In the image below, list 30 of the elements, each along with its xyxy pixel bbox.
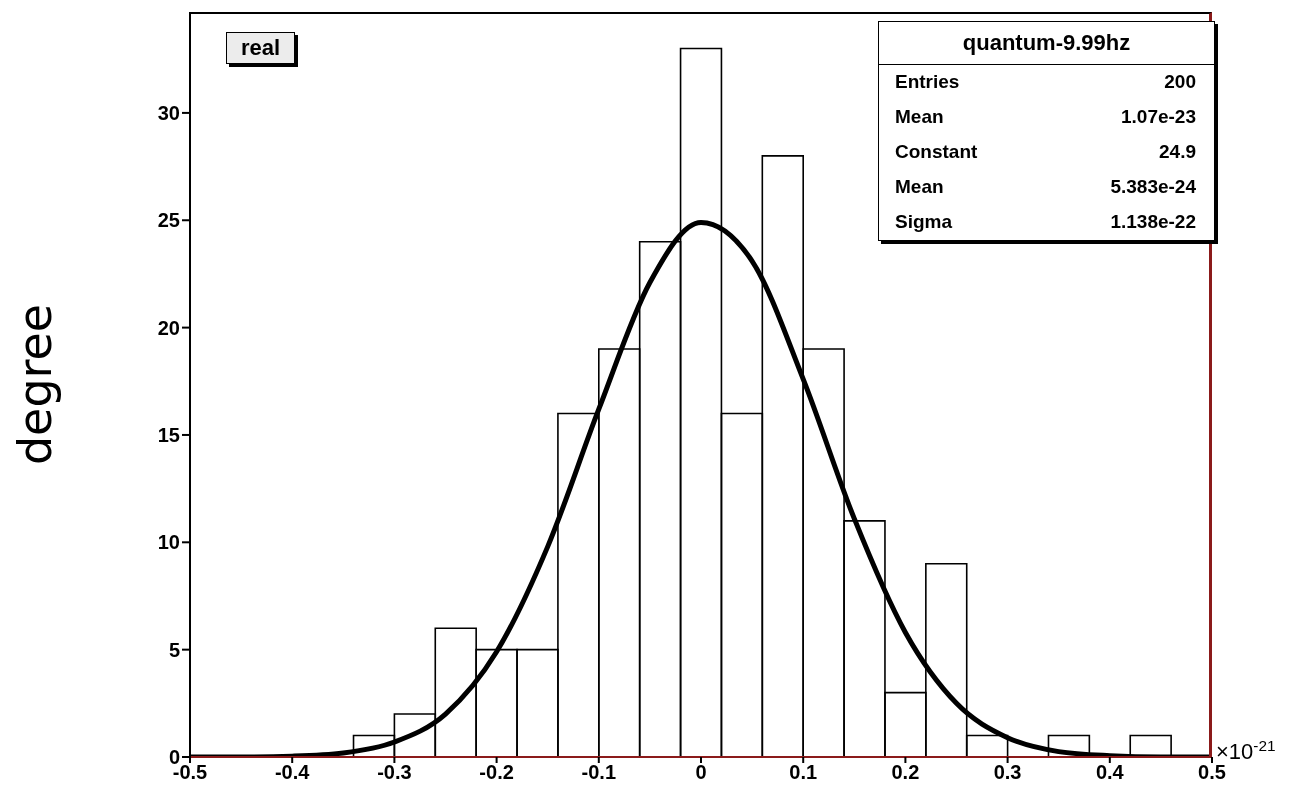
annotation: 1.138e-22 [1110, 211, 1196, 233]
x-tick-label: 0.4 [1095, 761, 1125, 784]
annotation: Entries [895, 71, 960, 93]
x-tick-label: 0.5 [1198, 761, 1226, 784]
annotation: Sigma [895, 211, 953, 233]
y-tick-label: 30 [157, 102, 180, 125]
annotation: 24.9 [1159, 141, 1196, 163]
x-tick-label: 0.2 [891, 761, 920, 784]
x-tick-label: -0.3 [377, 761, 412, 784]
x-tick-label: -0.1 [581, 761, 617, 784]
x-tick-label: 0.3 [993, 761, 1022, 784]
y-axis-title: degree [8, 303, 63, 466]
annotation: 200 [1164, 71, 1196, 93]
text: real [226, 32, 296, 64]
y-tick-label: 25 [157, 209, 180, 232]
y-tick-label: 15 [157, 424, 180, 447]
y-tick-label: 5 [168, 638, 180, 661]
y-tick-label: 10 [157, 531, 180, 554]
x-tick-label: -0.4 [274, 761, 311, 784]
x-tick-label: 0.1 [789, 761, 818, 784]
annotation: 5.383e-24 [1110, 176, 1196, 198]
annotation: Constant [895, 141, 978, 163]
y-tick-label: 20 [157, 316, 180, 339]
annotation: Mean [895, 106, 944, 128]
x-tick-label: 0 [695, 761, 707, 784]
text: ×10$^{-21}$ [1216, 736, 1276, 764]
annotation: Mean [895, 176, 944, 198]
annotation: quantum-9.99hz [879, 22, 1214, 65]
x-tick-label: -0.2 [479, 761, 514, 784]
annotation: 1.07e-23 [1120, 106, 1196, 128]
